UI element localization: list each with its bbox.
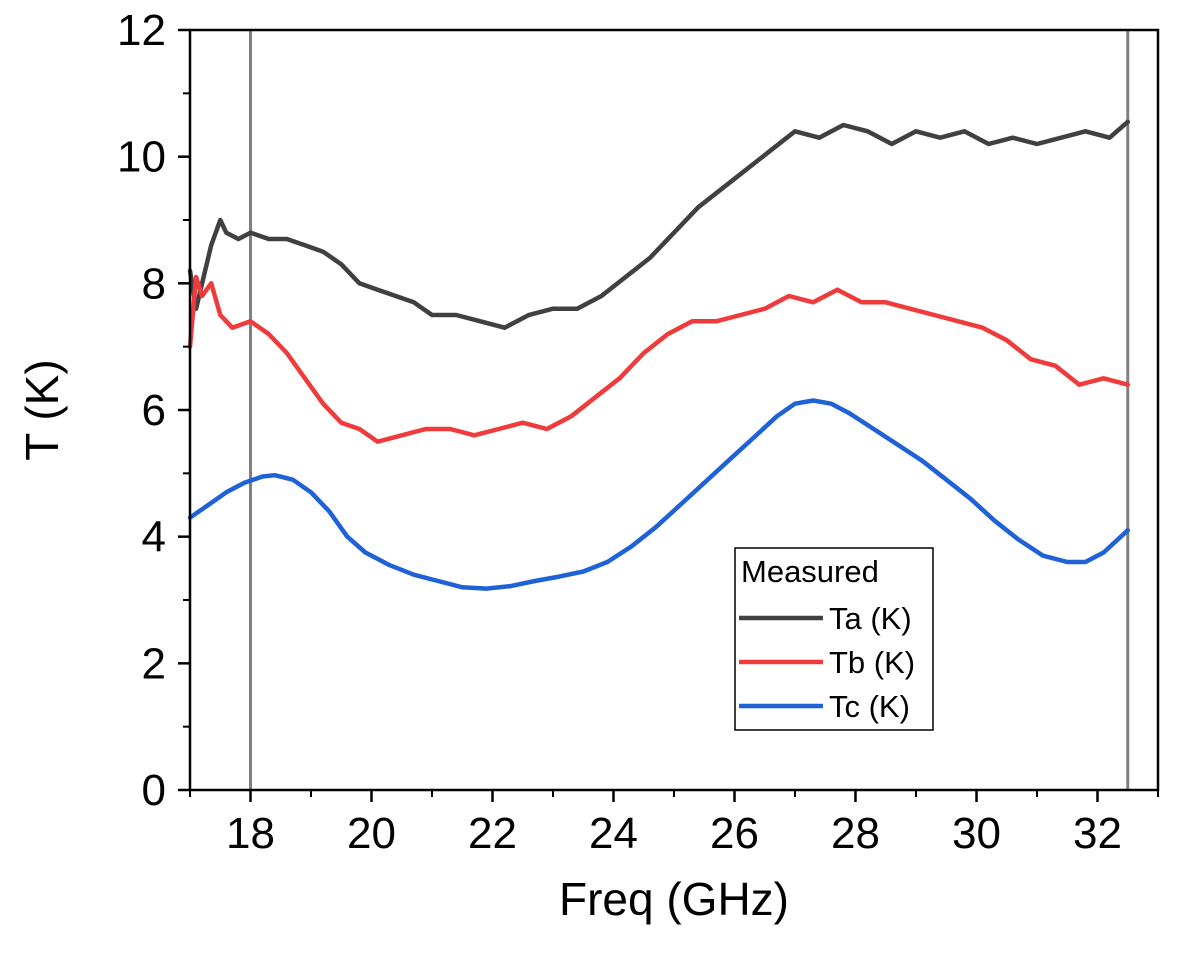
reference-lines [249, 30, 1130, 790]
legend: Measured Ta (K) Tb (K) Tc (K) [734, 547, 934, 731]
legend-title: Measured [741, 554, 879, 589]
y-axis-title: T (K) [16, 359, 68, 460]
y-axis: 0 2 4 6 8 10 12 [117, 6, 190, 815]
x-tick-label: 20 [347, 809, 396, 858]
plot-frame [188, 28, 1160, 792]
x-tick-label: 22 [468, 809, 517, 858]
plot-area [187, 28, 1160, 792]
x-tick-label: 26 [710, 809, 759, 858]
legend-box [734, 547, 934, 731]
y-tick-label: 8 [142, 259, 166, 308]
x-tick-label: 30 [952, 809, 1001, 858]
x-tick-label: 18 [226, 809, 275, 858]
legend-label-1: Ta (K) [829, 601, 912, 636]
y-tick-label: 6 [142, 386, 166, 435]
legend-items: Ta (K) Tb (K) Tc (K) [739, 601, 915, 724]
series-layer [187, 119, 1131, 591]
x-tick-label: 28 [831, 809, 880, 858]
series-line-3 [187, 398, 1131, 591]
y-tick-label: 2 [142, 639, 166, 688]
x-tick-label: 32 [1073, 809, 1122, 858]
x-axis: 18 20 22 24 26 28 30 32 [189, 790, 1159, 858]
x-axis-title: Freq (GHz) [559, 873, 789, 925]
y-tick-label: 4 [142, 513, 166, 562]
series-line-1 [187, 119, 1131, 330]
series-line-2 [187, 274, 1131, 444]
y-tick-label: 0 [142, 766, 166, 815]
y-tick-label: 12 [117, 6, 166, 55]
legend-label-3: Tc (K) [829, 689, 910, 724]
y-tick-label: 10 [117, 133, 166, 182]
legend-label-2: Tb (K) [829, 645, 915, 680]
x-tick-label: 24 [589, 809, 638, 858]
